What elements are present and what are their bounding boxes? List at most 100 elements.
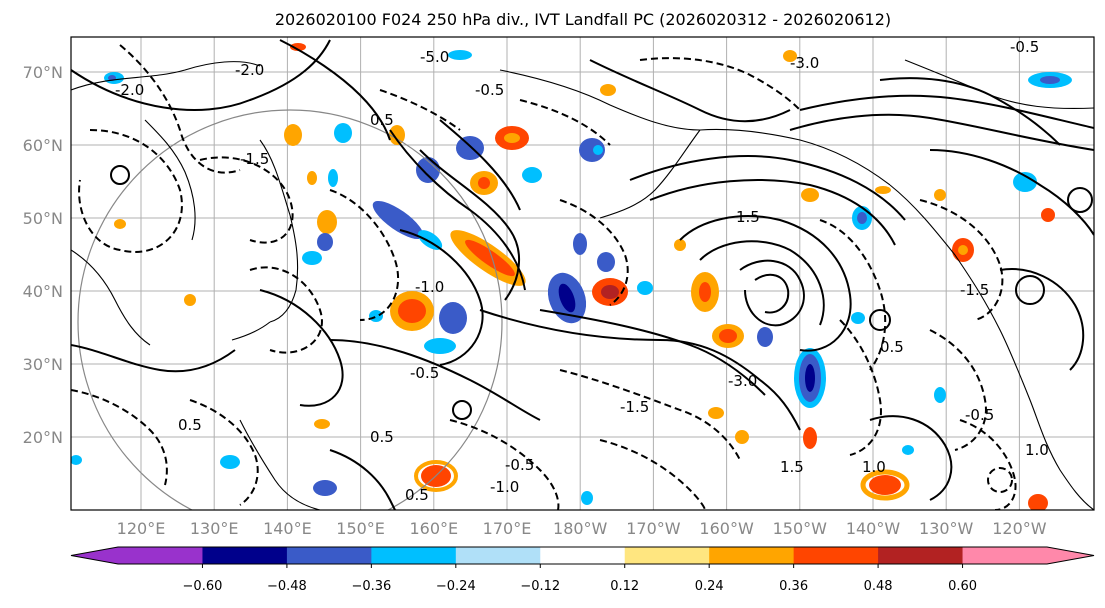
contour-line — [599, 439, 706, 510]
shade-blob — [593, 145, 603, 155]
shade-blob — [601, 285, 619, 299]
shade-blob — [875, 186, 891, 194]
contour-line — [679, 215, 852, 352]
contour-line — [649, 179, 896, 246]
colorbar-tick-label: 0.48 — [864, 579, 893, 594]
contour-line — [789, 113, 1094, 151]
contour-lines — [71, 39, 1094, 510]
contour-line — [199, 156, 294, 244]
shade-blob — [699, 282, 711, 302]
contour-line — [189, 399, 259, 506]
map-frame — [70, 36, 1095, 511]
shade-blob — [1013, 172, 1037, 192]
lat-label: 70°N — [23, 63, 63, 82]
longitude-labels: 120°E 130°E 140°E 150°E 160°E 170°E 180°W 170°W… — [117, 519, 1047, 538]
shade-blob — [478, 177, 490, 189]
contour-line — [987, 467, 1013, 493]
colorbar-tick-label: 0.12 — [610, 579, 639, 594]
colorbar — [70, 546, 1095, 565]
contour-line — [439, 119, 521, 211]
lat-label: 20°N — [23, 428, 63, 447]
shade-blob — [934, 189, 946, 201]
shade-blob — [860, 469, 910, 501]
contour-line — [539, 309, 766, 396]
lon-label: 120°W — [992, 519, 1047, 538]
contour-line — [449, 419, 560, 510]
shade-blob — [71, 455, 82, 465]
colorbar-segment — [962, 547, 1048, 564]
contour-line — [259, 289, 344, 407]
shade-blob — [1040, 76, 1060, 84]
contour-label: -2.0 — [115, 81, 144, 99]
shade-blob — [522, 167, 542, 183]
lon-label: 150°E — [336, 519, 385, 538]
contour-line — [754, 273, 790, 314]
lon-label: 130°E — [190, 519, 239, 538]
contour-label: 0.5 — [370, 111, 394, 129]
contour-line — [699, 240, 825, 326]
shade-blob — [334, 123, 352, 143]
contour-line — [1015, 275, 1045, 305]
coastline-siberia — [71, 61, 261, 91]
contour-label: 0.5 — [405, 486, 429, 504]
shade-blob — [637, 281, 653, 295]
contour-label: -1.0 — [490, 478, 519, 496]
lon-label: 130°W — [919, 519, 974, 538]
shade-blob — [302, 251, 322, 265]
colorbar-segment — [624, 547, 710, 564]
contour-line — [839, 319, 882, 456]
contour-line — [519, 99, 611, 146]
colorbar-tick-label: 0.24 — [695, 579, 724, 594]
contour-line — [629, 155, 906, 221]
contour-label: -0.5 — [1010, 38, 1039, 56]
shade-blob — [783, 50, 797, 62]
shade-blob — [801, 188, 819, 202]
range-circle — [77, 109, 503, 510]
colorbar-tick-label: −0.12 — [520, 579, 560, 594]
latitude-labels: 70°N 60°N 50°N 40°N 30°N 20°N — [23, 63, 63, 447]
lat-label: 60°N — [23, 136, 63, 155]
contour-line — [419, 149, 521, 301]
lat-label: 30°N — [23, 355, 63, 374]
shade-blob — [504, 133, 520, 143]
coastline-north-america — [889, 184, 1094, 510]
lon-label: 140°W — [846, 519, 901, 538]
lat-label: 40°N — [23, 282, 63, 301]
coastline-philippines — [239, 419, 321, 510]
colorbar-outline — [70, 546, 1095, 565]
shade-blob — [424, 338, 456, 354]
coastline-okhotsk — [144, 119, 196, 241]
contour-label: -3.0 — [728, 372, 757, 390]
shade-blob — [934, 387, 946, 403]
contour-line — [279, 39, 391, 141]
shade-blob — [439, 302, 467, 334]
shade-blob — [448, 50, 472, 60]
coastline-kamchatka — [259, 139, 299, 323]
shade-blob — [857, 212, 867, 224]
shade-blob — [708, 407, 724, 419]
colorbar-tick-label: −0.60 — [183, 579, 223, 594]
shade-blob — [674, 239, 686, 251]
shade-blob — [369, 310, 383, 322]
contour-line — [1067, 187, 1093, 213]
lon-label: 170°W — [626, 519, 681, 538]
lon-label: 140°E — [263, 519, 312, 538]
coastline-asia — [71, 249, 151, 346]
shade-blob — [290, 43, 306, 51]
contour-line — [929, 149, 1094, 236]
contour-label: -0.5 — [475, 81, 504, 99]
colorbar-segment — [118, 547, 203, 564]
shade-blob — [805, 364, 815, 392]
shade-blob — [314, 419, 330, 429]
contour-line — [71, 389, 168, 486]
contour-line — [389, 129, 526, 291]
shade-blob — [313, 480, 337, 496]
shade-blob — [465, 239, 515, 277]
contour-line — [71, 39, 331, 111]
colorbar-segment — [878, 547, 964, 564]
contour-line — [249, 266, 323, 354]
colorbar-tick-labels: −0.60 −0.48 −0.36 −0.24 −0.12 0.12 0.24 0.36 0.4… — [183, 564, 977, 594]
shade-blob — [851, 312, 865, 324]
